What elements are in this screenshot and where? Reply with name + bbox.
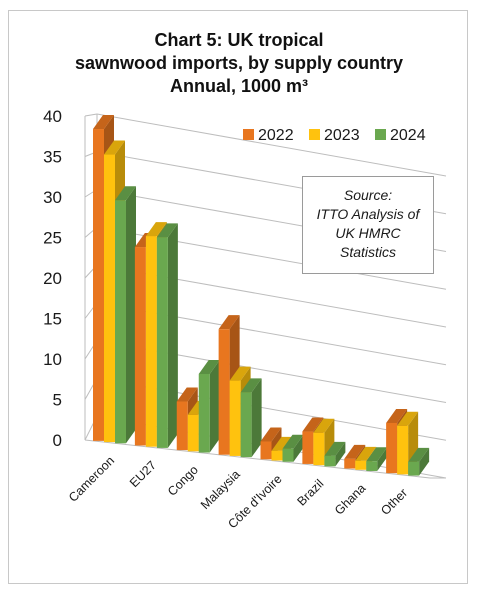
bar-side xyxy=(293,434,304,462)
bar-side xyxy=(377,447,388,471)
bar-2022-3 xyxy=(218,329,230,455)
source-line-1: Source: xyxy=(343,187,393,203)
legend-swatch xyxy=(243,129,254,140)
bar-side xyxy=(209,359,220,453)
bar-2022-5 xyxy=(302,431,314,464)
bar-top xyxy=(145,222,167,237)
bar-2022-7 xyxy=(386,422,398,474)
bar-top xyxy=(156,223,178,238)
bar-2023-6 xyxy=(355,460,367,470)
x-tick-label: Brazil xyxy=(294,477,326,509)
legend-label: 2023 xyxy=(324,127,360,144)
bar-top xyxy=(408,447,430,462)
bar-side xyxy=(126,186,136,444)
bar-2022-0 xyxy=(93,129,104,441)
y-tick-label: 20 xyxy=(43,269,62,288)
y-tick-label: 35 xyxy=(43,148,62,167)
bar-top xyxy=(260,427,282,442)
bar-2023-1 xyxy=(145,236,157,447)
bar-2023-2 xyxy=(187,414,199,452)
bar-top xyxy=(397,411,419,426)
source-line-3: UK HMRC xyxy=(335,225,401,241)
x-tick-label: Congo xyxy=(165,463,201,499)
y-tick-label: 25 xyxy=(43,229,62,248)
bar-top xyxy=(240,378,262,393)
bar-2022-2 xyxy=(176,401,188,451)
bar-2023-5 xyxy=(313,432,325,466)
source-line-2: ITTO Analysis of xyxy=(316,206,420,222)
y-tick-label: 10 xyxy=(43,350,62,369)
bar-top xyxy=(313,418,335,433)
bar-2024-0 xyxy=(115,200,126,444)
x-tick-label: Other xyxy=(378,486,410,518)
legend-swatch xyxy=(375,129,386,140)
bar-2024-3 xyxy=(240,392,252,458)
bar-2023-7 xyxy=(397,425,409,475)
bar-2023-0 xyxy=(104,154,115,443)
chart-title-line-3: Annual, 1000 m³ xyxy=(169,76,309,96)
bar-top xyxy=(229,366,251,381)
bar-top xyxy=(324,441,346,456)
bar-top xyxy=(93,115,114,130)
bar-2024-1 xyxy=(156,237,168,448)
bar-top xyxy=(366,447,388,462)
source-line-4: Statistics xyxy=(339,244,396,260)
y-tick-label: 40 xyxy=(43,107,62,126)
bar-2022-4 xyxy=(260,441,272,460)
bar-top xyxy=(115,186,136,201)
legend-label: 2024 xyxy=(390,127,426,144)
bar-2022-1 xyxy=(134,247,146,446)
bar-side xyxy=(419,447,430,476)
legend-swatch xyxy=(309,129,320,140)
x-tick-label: EU27 xyxy=(127,458,159,490)
bar-top xyxy=(104,140,125,155)
bar-top xyxy=(302,417,324,432)
x-axis-front-edge xyxy=(84,439,431,479)
bar-top xyxy=(386,408,408,423)
bar-top xyxy=(344,444,366,459)
bar-top xyxy=(355,446,377,461)
bar-top xyxy=(176,387,198,402)
bar-2024-4 xyxy=(282,448,294,462)
bar-top xyxy=(218,315,240,330)
y-tick-label: 15 xyxy=(43,310,62,329)
grid-line xyxy=(96,113,447,177)
legend-label: 2022 xyxy=(258,127,294,144)
bar-side xyxy=(335,441,346,467)
bar-top xyxy=(198,359,220,374)
y-tick-label: 0 xyxy=(53,431,62,450)
chart-title-line-1: Chart 5: UK tropical xyxy=(154,30,324,50)
bar-2024-6 xyxy=(366,461,378,471)
x-tick-label: Ghana xyxy=(332,481,368,517)
x-tick-label: Malaysia xyxy=(198,467,243,512)
bar-2023-4 xyxy=(271,450,283,461)
grid-side-line xyxy=(84,113,98,117)
bar-side xyxy=(251,378,262,458)
bar-top xyxy=(271,436,293,451)
bar-side xyxy=(167,223,178,448)
y-tick-label: 30 xyxy=(43,188,62,207)
bar-2024-7 xyxy=(408,461,420,476)
bar-2022-6 xyxy=(344,458,356,469)
bar-2023-3 xyxy=(229,380,241,456)
x-tick-label: Cameroon xyxy=(66,454,117,505)
bar-2024-2 xyxy=(198,373,210,453)
bar-top xyxy=(282,434,304,449)
bar-2024-5 xyxy=(324,455,336,467)
chart-title-line-2: sawnwood imports, by supply country xyxy=(74,53,404,73)
source-annotation: Source: ITTO Analysis of UK HMRC Statist… xyxy=(302,176,434,274)
y-tick-label: 5 xyxy=(53,391,62,410)
